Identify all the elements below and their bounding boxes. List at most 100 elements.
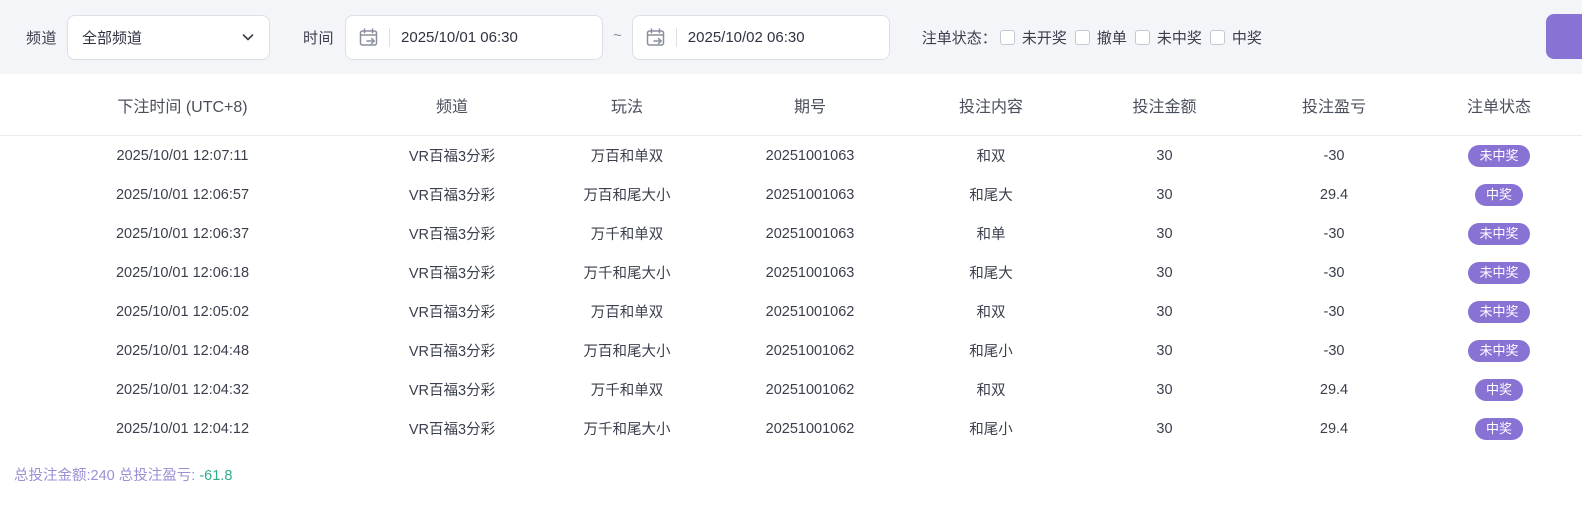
cell-profit: -30 (1323, 303, 1345, 320)
date-end-value: 2025/10/02 06:30 (687, 28, 805, 46)
chevron-down-icon (241, 30, 255, 44)
cell-amount: 30 (1156, 342, 1173, 359)
status-badge[interactable]: 中奖 (1474, 417, 1523, 440)
table-row[interactable]: 2025/10/01 12:07:11 VR百福3分彩 万百和单双 202510010… (0, 136, 1582, 175)
records-table: 下注时间 (UTC+8) 频道 玩法 期号 投注内容 投注金额 投注盈亏 注单状… (0, 74, 1582, 485)
table-header-row: 下注时间 (UTC+8) 频道 玩法 期号 投注内容 投注金额 投注盈亏 注单状… (0, 74, 1582, 136)
table-footer: 总投注金额:240 总投注盈亏: -61.8 (0, 448, 1582, 485)
cell-channel: VR百福3分彩 (408, 149, 496, 165)
cell-issue: 20251001063 (765, 186, 855, 203)
status-badge[interactable]: 未中奖 (1468, 300, 1530, 323)
cell-profit: 29.4 (1319, 381, 1349, 398)
status-badge[interactable]: 未中奖 (1468, 144, 1530, 167)
cell-channel: VR百福3分彩 (408, 266, 496, 282)
cell-amount: 30 (1156, 225, 1173, 242)
cell-channel: VR百福3分彩 (408, 188, 496, 204)
status-badge[interactable]: 未中奖 (1468, 339, 1530, 362)
cell-status: 中奖 (1416, 378, 1582, 401)
channel-select[interactable]: 全部频道 (67, 14, 271, 60)
status-checkbox-pending[interactable]: 未开奖 (999, 27, 1067, 48)
cell-amount: 30 (1156, 264, 1173, 281)
cell-amount: 30 (1156, 186, 1173, 203)
time-filter-label: 时间 (303, 29, 335, 47)
cell-time: 2025/10/01 12:06:57 (115, 186, 250, 203)
cell-channel: VR百福3分彩 (408, 305, 496, 321)
cell-issue: 20251001063 (765, 225, 855, 242)
table-row[interactable]: 2025/10/01 12:06:57 VR百福3分彩 万百和尾大小 20251001… (0, 175, 1582, 214)
status-checkbox-label: 未中奖 (1156, 29, 1202, 47)
table-row[interactable]: 2025/10/01 12:06:37 VR百福3分彩 万千和单双 202510010… (0, 214, 1582, 253)
checkbox-box[interactable] (1209, 29, 1225, 45)
cell-status: 未中奖 (1416, 300, 1582, 323)
table-body: 2025/10/01 12:07:11 VR百福3分彩 万百和单双 202510010… (0, 136, 1582, 448)
status-checkbox-label: 撤单 (1096, 29, 1127, 47)
cell-status: 未中奖 (1416, 222, 1582, 245)
cell-play: 万千和尾大小 (583, 266, 671, 282)
cell-play: 万百和单双 (590, 149, 664, 165)
channel-select-value: 全部频道 (82, 29, 143, 47)
status-checkbox-lost[interactable]: 未中奖 (1134, 27, 1202, 48)
calendar-arrow-icon (645, 27, 666, 48)
cell-time: 2025/10/01 12:07:11 (116, 147, 249, 164)
cell-profit: -30 (1323, 342, 1345, 359)
total-amount-label: 总投注金额: (14, 468, 91, 484)
cell-content: 和尾小 (969, 422, 1013, 438)
status-filter-label: 注单状态： (921, 29, 997, 47)
total-profit-label: 总投注盈亏: (118, 468, 200, 484)
date-start-input[interactable]: 2025/10/01 06:30 (345, 14, 604, 60)
cell-status: 中奖 (1416, 183, 1582, 206)
table-row[interactable]: 2025/10/01 12:06:18 VR百福3分彩 万千和尾大小 20251001… (0, 253, 1582, 292)
cell-play: 万百和尾大小 (583, 344, 671, 360)
table-row[interactable]: 2025/10/01 12:04:12 VR百福3分彩 万千和尾大小 20251001… (0, 409, 1582, 448)
table-row[interactable]: 2025/10/01 12:04:32 VR百福3分彩 万千和单双 202510010… (0, 370, 1582, 409)
search-button[interactable] (1546, 14, 1582, 59)
cell-status: 未中奖 (1416, 261, 1582, 284)
cell-channel: VR百福3分彩 (408, 344, 496, 360)
cell-profit: -30 (1323, 225, 1345, 242)
cell-play: 万千和单双 (590, 227, 664, 243)
cell-time: 2025/10/01 12:06:37 (115, 225, 250, 242)
cell-time: 2025/10/01 12:04:32 (115, 381, 250, 398)
status-checkbox-won[interactable]: 中奖 (1209, 27, 1262, 48)
column-header-amount: 投注金额 (1132, 98, 1197, 116)
cell-status: 未中奖 (1416, 144, 1582, 167)
cell-play: 万千和尾大小 (583, 422, 671, 438)
checkbox-box[interactable] (999, 29, 1015, 45)
cell-issue: 20251001062 (765, 342, 855, 359)
cell-profit: 29.4 (1319, 186, 1349, 203)
checkbox-box[interactable] (1074, 29, 1090, 45)
cell-time: 2025/10/01 12:04:12 (115, 420, 250, 437)
date-end-input[interactable]: 2025/10/02 06:30 (631, 14, 890, 60)
status-badge[interactable]: 中奖 (1474, 378, 1523, 401)
status-filter-group: 注单状态： 未开奖 撤单 未中奖 中奖 (922, 27, 1270, 48)
date-start-value: 2025/10/01 06:30 (401, 28, 518, 46)
status-badge[interactable]: 未中奖 (1468, 222, 1530, 245)
cell-amount: 30 (1156, 147, 1173, 164)
total-amount-value: 240 (90, 468, 115, 484)
cell-issue: 20251001063 (765, 264, 855, 281)
cell-amount: 30 (1156, 420, 1173, 437)
cell-content: 和单 (976, 227, 1006, 243)
column-header-channel: 频道 (435, 98, 468, 116)
table-row[interactable]: 2025/10/01 12:04:48 VR百福3分彩 万百和尾大小 20251001… (0, 331, 1582, 370)
column-header-content: 投注内容 (958, 98, 1023, 116)
total-profit-value: -61.8 (199, 468, 233, 484)
cell-content: 和尾大 (969, 188, 1013, 204)
checkbox-box[interactable] (1134, 29, 1150, 45)
date-divider (675, 27, 677, 47)
status-checkbox-cancelled[interactable]: 撤单 (1074, 27, 1127, 48)
cell-issue: 20251001062 (765, 420, 855, 437)
cell-content: 和尾小 (969, 344, 1013, 360)
status-badge[interactable]: 中奖 (1474, 183, 1523, 206)
cell-content: 和尾大 (969, 266, 1013, 282)
cell-profit: 29.4 (1319, 420, 1349, 437)
cell-channel: VR百福3分彩 (408, 227, 496, 243)
status-badge[interactable]: 未中奖 (1468, 261, 1530, 284)
cell-amount: 30 (1156, 381, 1173, 398)
column-header-status: 注单状态 (1466, 98, 1531, 116)
totals-summary: 总投注金额:240 总投注盈亏: -61.8 (14, 468, 232, 484)
table-row[interactable]: 2025/10/01 12:05:02 VR百福3分彩 万百和单双 202510010… (0, 292, 1582, 331)
cell-channel: VR百福3分彩 (408, 422, 496, 438)
cell-content: 和双 (976, 305, 1006, 321)
